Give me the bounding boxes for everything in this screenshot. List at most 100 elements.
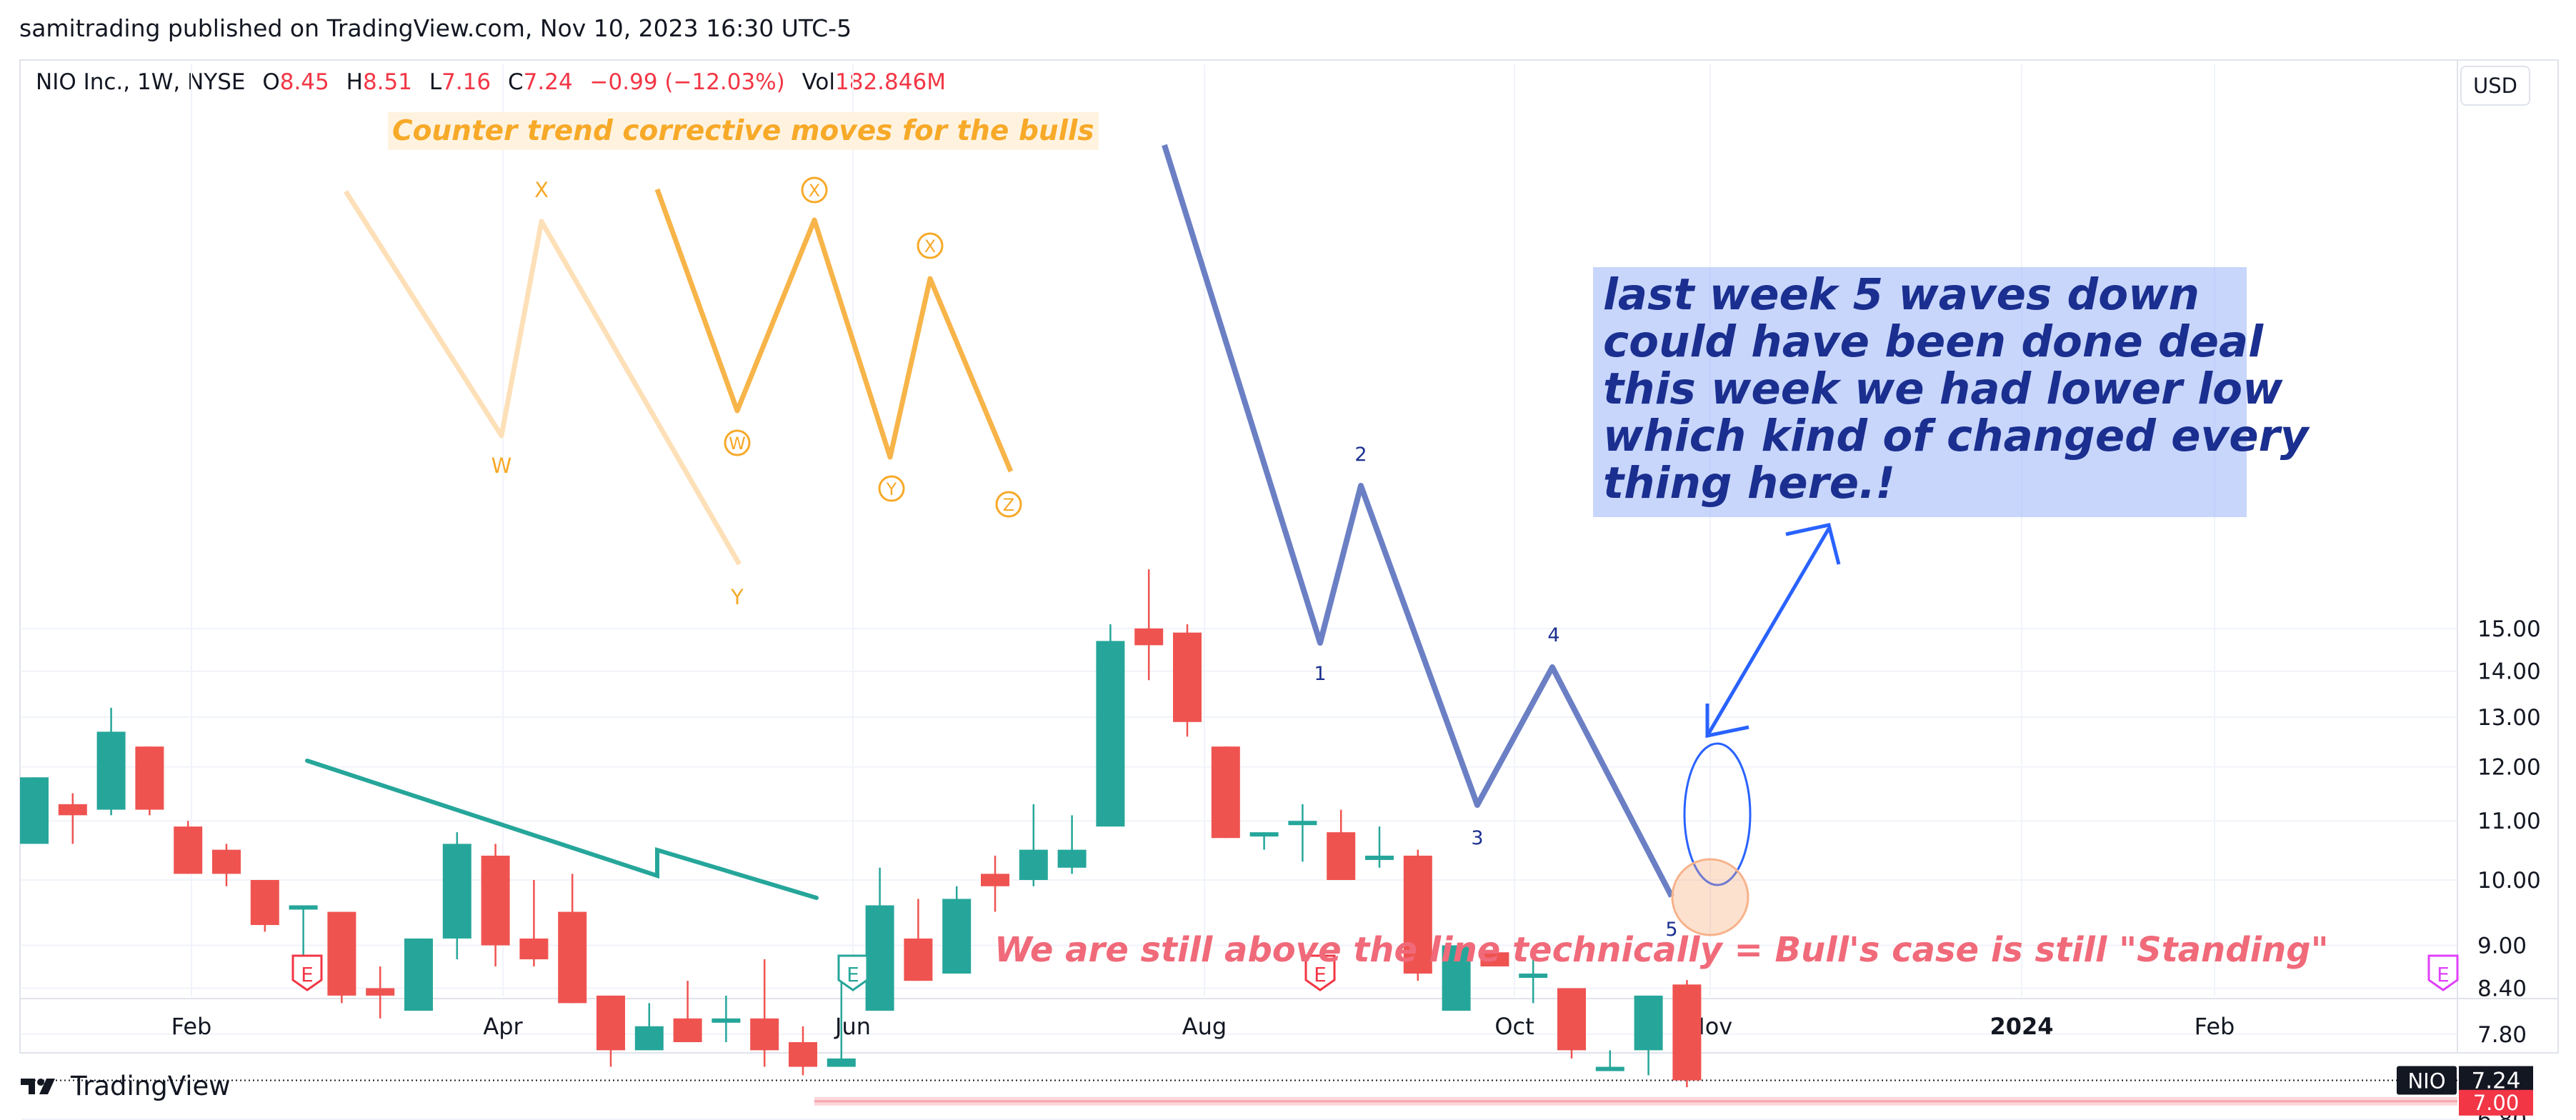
candle-body bbox=[96, 731, 126, 810]
wave-label: X bbox=[534, 178, 549, 202]
candle-body bbox=[250, 880, 279, 926]
x-tick-label: Apr bbox=[483, 1013, 523, 1040]
legend-symbol[interactable]: NIO Inc., 1W, NYSE bbox=[36, 69, 246, 95]
wave-label: X bbox=[924, 236, 936, 256]
candle-body bbox=[942, 899, 972, 974]
candle-body bbox=[58, 804, 87, 816]
wave-number-label: 3 bbox=[1471, 827, 1483, 849]
annotation-box: last week 5 waves down could have been d… bbox=[1593, 267, 2309, 517]
candle-body bbox=[1557, 988, 1586, 1051]
low-highlight-circle bbox=[1671, 858, 1749, 936]
wave-label: W bbox=[491, 454, 512, 478]
wave-label: W bbox=[729, 434, 746, 454]
support-price-value: 7.00 bbox=[2473, 1091, 2520, 1115]
candle-body bbox=[1288, 821, 1317, 826]
candle-body bbox=[981, 874, 1009, 886]
chart-frame bbox=[19, 59, 2559, 1054]
candle-body bbox=[366, 988, 395, 996]
wave-number-label: 2 bbox=[1354, 444, 1367, 466]
projection-arrow-head bbox=[1705, 704, 1749, 739]
annotation-line: last week 5 waves down bbox=[1603, 269, 2200, 320]
x-tick-label: Oct bbox=[1494, 1013, 1534, 1040]
candle-body bbox=[1096, 641, 1125, 827]
candle-body bbox=[750, 1018, 779, 1051]
legend-volume-label: Vol bbox=[802, 69, 836, 95]
y-tick-label: 11.00 bbox=[2477, 809, 2541, 834]
candle-body bbox=[1173, 632, 1202, 722]
candle-body bbox=[519, 938, 549, 960]
earnings-marker bbox=[837, 954, 869, 991]
candle-body bbox=[827, 1058, 856, 1067]
wave-label: Y bbox=[730, 585, 744, 609]
earnings-marker bbox=[2427, 954, 2459, 991]
wave-label: X bbox=[809, 181, 820, 201]
symbol-badge-label: NIO bbox=[2407, 1069, 2445, 1094]
wave-label-circle bbox=[995, 491, 1022, 518]
candle-body bbox=[289, 905, 318, 910]
earnings-marker-label: E bbox=[2437, 963, 2450, 986]
annotation-line: thing here.! bbox=[1603, 458, 1896, 509]
earnings-marker bbox=[291, 954, 323, 991]
earnings-marker bbox=[1304, 954, 1336, 991]
y-tick-label: 12.00 bbox=[2477, 755, 2541, 781]
y-tick-label: 9.00 bbox=[2477, 934, 2527, 959]
candle-body bbox=[327, 911, 356, 996]
y-tick-label: 7.80 bbox=[2477, 1022, 2527, 1048]
pale-wxy-pattern bbox=[344, 190, 742, 566]
candle-body bbox=[1480, 952, 1509, 966]
candle-body bbox=[1403, 855, 1432, 974]
candle-body bbox=[712, 1018, 741, 1023]
wave-label-circle bbox=[724, 429, 751, 456]
legend-close-value: 7.24 bbox=[523, 69, 573, 95]
annotation-line: which kind of changed every bbox=[1603, 411, 2309, 461]
five-wave-decline bbox=[1162, 144, 1674, 898]
candle-body bbox=[1327, 832, 1356, 880]
earnings-marker-label: E bbox=[847, 963, 859, 986]
last-candle-ellipse bbox=[1683, 742, 1752, 886]
candle-body bbox=[481, 855, 510, 946]
candle-body bbox=[442, 844, 471, 939]
wave-label-circle bbox=[801, 176, 828, 204]
candle-body bbox=[673, 1018, 702, 1043]
annotation-line: this week we had lower low bbox=[1603, 364, 2283, 414]
candle-body bbox=[1672, 984, 1702, 1081]
wave-label-circle bbox=[917, 232, 944, 259]
projection-arrow bbox=[1705, 527, 1831, 737]
support-price-badge bbox=[2459, 1089, 2533, 1116]
candle-body bbox=[404, 938, 433, 1011]
wave-label: Y bbox=[886, 479, 897, 499]
candle-body bbox=[558, 911, 587, 1004]
candle-body bbox=[634, 1026, 664, 1051]
x-tick-label: Feb bbox=[2195, 1013, 2235, 1040]
legend-high-value: 8.51 bbox=[362, 69, 412, 95]
candle-body bbox=[174, 826, 203, 874]
candle-body bbox=[1442, 945, 1471, 1011]
candle-body bbox=[865, 905, 894, 1011]
legend-high-label: H bbox=[346, 69, 363, 95]
earnings-marker-label: E bbox=[301, 963, 314, 986]
candle-body bbox=[1019, 849, 1048, 880]
wave-number-label: 5 bbox=[1665, 919, 1677, 941]
y-tick-label: 10.00 bbox=[2477, 868, 2541, 894]
currency-button[interactable]: USD bbox=[2460, 66, 2530, 106]
tradingview-logo[interactable]: TradingView bbox=[19, 1071, 231, 1101]
x-tick-label: Feb bbox=[171, 1013, 212, 1040]
x-tick-label: 2024 bbox=[1990, 1013, 2053, 1040]
x-tick-label: Jun bbox=[834, 1013, 871, 1040]
candle-body bbox=[212, 849, 241, 874]
y-tick-label: 15.00 bbox=[2477, 616, 2541, 642]
candle-body bbox=[1634, 995, 1663, 1051]
candle-body bbox=[1211, 746, 1240, 839]
annotation-support-note: We are still above the line technically … bbox=[994, 930, 2329, 970]
footer-brand: TradingView bbox=[71, 1071, 231, 1101]
wave-label-circle bbox=[878, 475, 905, 502]
candle-body bbox=[1595, 1066, 1624, 1071]
legend-change: −0.99 (−12.03%) bbox=[589, 69, 785, 95]
symbol-price-badge bbox=[2397, 1066, 2457, 1095]
candle-body bbox=[20, 777, 49, 844]
candle-body bbox=[1134, 628, 1164, 646]
wave-number-label: 1 bbox=[1314, 663, 1326, 685]
support-trendline bbox=[305, 759, 819, 900]
earnings-marker-label: E bbox=[1314, 963, 1327, 986]
